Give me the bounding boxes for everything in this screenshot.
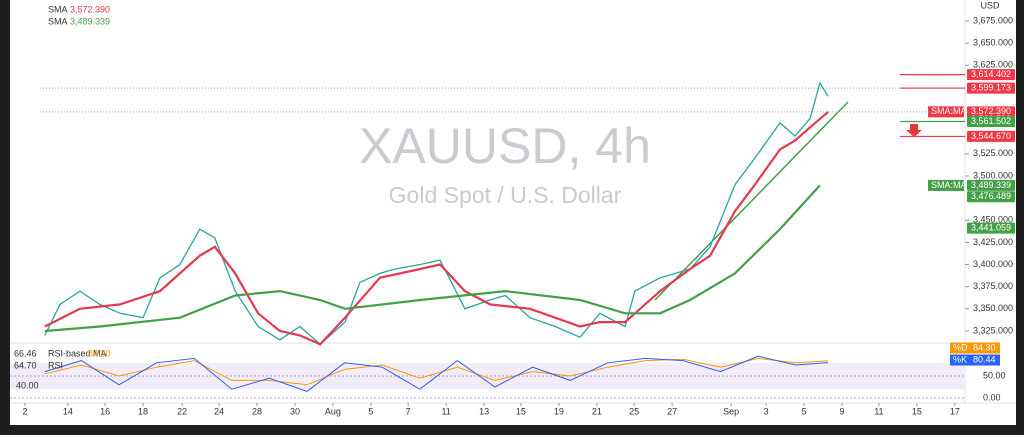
x-tick-label: 15 — [912, 406, 922, 416]
y-tick-label: 3,350.000 — [973, 303, 1013, 313]
x-tick-label: 11 — [441, 406, 450, 416]
price-label: 3,599.173 — [971, 83, 1011, 93]
y-tick-label: 3,675.000 — [973, 15, 1013, 25]
osc-label-box — [950, 354, 1000, 366]
x-tick-label: Aug — [325, 406, 341, 416]
watermark-subtitle: Gold Spot / U.S. Dollar — [389, 182, 622, 208]
x-tick-label: 22 — [177, 406, 187, 416]
price-label-box — [967, 222, 1015, 234]
price-label: 3,614.402 — [971, 69, 1011, 79]
sma-line — [44, 184, 821, 333]
price-label: 3,572.390 — [971, 106, 1011, 116]
price-label: 3,441.059 — [971, 223, 1011, 233]
osc-label-value: 84.30 — [973, 342, 996, 352]
x-tick-label: 5 — [802, 406, 807, 416]
osc-label-name: %K — [953, 354, 967, 364]
y-tick-label: 3,375.000 — [973, 281, 1013, 291]
legend-value: 3,489.339 — [70, 16, 110, 26]
x-tick-label: 18 — [138, 406, 148, 416]
legend-value: 3,572.390 — [70, 4, 110, 14]
x-tick-label: 19 — [554, 406, 564, 416]
price-label: 3,544.670 — [971, 131, 1011, 141]
price-label-box — [967, 82, 1015, 94]
price-line — [44, 81, 829, 346]
osc-label-name: %D — [953, 342, 968, 352]
x-tick-label: 17 — [950, 406, 960, 416]
osc-line — [44, 357, 829, 386]
osc-tick-label: 50.00 — [983, 370, 1006, 380]
osc-legend: 84.30 — [88, 348, 111, 358]
osc-legend: 40.00 — [16, 380, 39, 390]
sma-line — [44, 111, 829, 346]
price-label: 3,561.502 — [971, 116, 1011, 126]
osc-legend: 64.70 — [14, 360, 37, 370]
y-tick-label: 3,625.000 — [973, 60, 1013, 70]
x-tick-label: 21 — [592, 406, 602, 416]
x-tick-label: 7 — [406, 406, 411, 416]
price-label-box — [967, 69, 1015, 81]
y-tick-label: 3,650.000 — [973, 38, 1013, 48]
y-tick-label: 3,450.000 — [973, 215, 1013, 225]
tag-label: SMA:MA — [931, 180, 967, 190]
price-label-box — [967, 130, 1015, 142]
x-tick-label: 15 — [516, 406, 526, 416]
x-tick-label: 5 — [368, 406, 373, 416]
x-tick-label: 16 — [100, 406, 110, 416]
osc-tick-label: 0.00 — [983, 392, 1001, 402]
price-label-box — [967, 191, 1015, 203]
tag-box — [928, 179, 964, 191]
legend-name: SMA — [48, 4, 68, 14]
price-label-box — [967, 116, 1015, 128]
x-tick-label: 13 — [479, 406, 489, 416]
osc-label-box — [950, 342, 1000, 354]
price-label: 3,476.489 — [971, 191, 1011, 201]
legend-name: SMA — [48, 16, 68, 26]
price-label: 3,489.339 — [971, 180, 1011, 190]
x-tick-label: 28 — [252, 406, 262, 416]
y-tick-label: 3,400.000 — [973, 259, 1013, 269]
y-tick-label: 3,325.000 — [973, 325, 1013, 335]
osc-line — [44, 355, 829, 392]
x-tick-label: 30 — [290, 406, 300, 416]
watermark-title: XAUUSD, 4h — [359, 118, 651, 174]
down-arrow — [906, 124, 922, 137]
y-tick-label: 3,425.000 — [973, 237, 1013, 247]
axis-unit: USD — [980, 0, 1000, 10]
y-tick-label: 3,525.000 — [973, 148, 1013, 158]
price-label-box — [967, 179, 1015, 191]
x-tick-label: 25 — [629, 406, 639, 416]
x-tick-label: 3 — [764, 406, 769, 416]
y-tick-label: 3,500.000 — [973, 170, 1013, 180]
x-tick-label: 2 — [22, 406, 27, 416]
x-tick-label: Sep — [723, 406, 739, 416]
x-tick-label: 14 — [63, 406, 73, 416]
x-tick-label: 24 — [214, 406, 224, 416]
osc-legend: RSI-based MA — [48, 348, 107, 358]
osc-legend: 66.46 — [14, 348, 37, 358]
panel-bg — [10, 0, 1016, 425]
x-tick-label: 27 — [667, 406, 677, 416]
x-tick-label: 11 — [874, 406, 883, 416]
tag-label: SMA:MA — [931, 106, 967, 116]
osc-label-value: 80.44 — [973, 354, 996, 364]
x-tick-label: 9 — [840, 406, 845, 416]
trend-line — [654, 101, 849, 301]
osc-legend: RSI — [48, 360, 63, 370]
